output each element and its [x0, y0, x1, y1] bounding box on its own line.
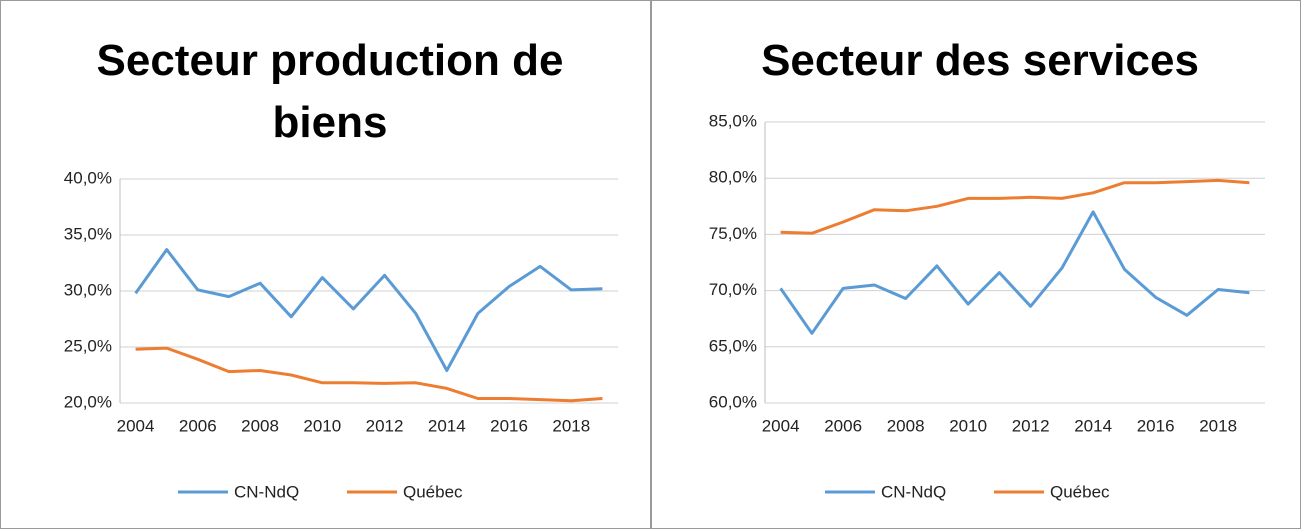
x-tick-label: 2008	[241, 416, 279, 435]
x-tick-label: 2006	[179, 416, 217, 435]
legend-label: Québec	[1050, 482, 1110, 501]
x-tick-label: 2016	[490, 416, 528, 435]
x-tick-label: 2012	[1012, 416, 1050, 435]
x-tick-label: 2016	[1137, 416, 1175, 435]
y-tick-label: 35,0%	[64, 224, 112, 243]
series-line	[779, 210, 1250, 335]
y-tick-label: 30,0%	[64, 280, 112, 299]
series-line	[780, 178, 1250, 235]
x-tick-label: 2018	[552, 416, 590, 435]
y-tick-label: 40,0%	[64, 168, 112, 187]
y-tick-label: 25,0%	[64, 336, 112, 355]
legend-label: CN-NdQ	[881, 482, 946, 501]
x-tick-label: 2006	[824, 416, 862, 435]
series-line	[134, 248, 603, 372]
x-tick-label: 2004	[117, 416, 155, 435]
y-tick-label: 80,0%	[709, 168, 757, 187]
x-tick-label: 2012	[366, 416, 404, 435]
x-tick-label: 2004	[762, 416, 800, 435]
y-tick-label: 60,0%	[709, 392, 757, 411]
y-tick-label: 75,0%	[709, 224, 757, 243]
series-line	[135, 346, 603, 403]
x-tick-label: 2018	[1199, 416, 1237, 435]
y-tick-label: 85,0%	[709, 111, 757, 130]
y-tick-label: 65,0%	[709, 336, 757, 355]
x-tick-label: 2010	[303, 416, 341, 435]
y-tick-label: 70,0%	[709, 280, 757, 299]
legend-label: CN-NdQ	[234, 482, 299, 501]
x-tick-label: 2014	[428, 416, 466, 435]
chart-title: Secteur production de biens	[96, 36, 564, 147]
legend-label: Québec	[403, 482, 463, 501]
chart-title: Secteur des services	[761, 36, 1199, 85]
x-tick-label: 2008	[887, 416, 925, 435]
y-tick-label: 20,0%	[64, 392, 112, 411]
x-tick-label: 2014	[1074, 416, 1112, 435]
x-tick-label: 2010	[949, 416, 987, 435]
